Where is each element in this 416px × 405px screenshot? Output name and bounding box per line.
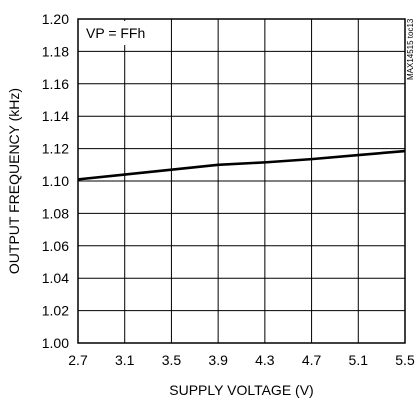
y-tick-label: 1.14 xyxy=(42,108,69,124)
y-axis-label: OUTPUT FREQUENCY (kHz) xyxy=(6,88,22,274)
annotation-text: VP = FFh xyxy=(86,25,145,41)
y-tick-label: 1.02 xyxy=(42,303,69,319)
x-tick-label: 5.5 xyxy=(395,352,415,368)
x-tick-labels: 2.7 3.1 3.5 3.9 4.3 4.7 5.1 5.5 xyxy=(68,352,415,368)
y-tick-label: 1.16 xyxy=(42,76,69,92)
y-tick-label: 1.06 xyxy=(42,238,69,254)
y-tick-label: 1.20 xyxy=(42,11,69,27)
y-tick-label: 1.04 xyxy=(42,270,69,286)
y-tick-label: 1.10 xyxy=(42,173,69,189)
x-tick-label: 4.7 xyxy=(302,352,322,368)
x-tick-label: 3.1 xyxy=(115,352,135,368)
y-tick-label: 1.00 xyxy=(42,335,69,351)
x-tick-label: 3.5 xyxy=(162,352,182,368)
x-tick-label: 4.3 xyxy=(255,352,275,368)
y-tick-label: 1.08 xyxy=(42,205,69,221)
y-tick-label: 1.18 xyxy=(42,43,69,59)
x-axis-label: SUPPLY VOLTAGE (V) xyxy=(169,382,313,398)
x-tick-label: 3.9 xyxy=(208,352,228,368)
figure-id: MAX14515 toc13 xyxy=(406,18,415,80)
y-tick-labels: 1.00 1.02 1.04 1.06 1.08 1.10 1.12 1.14 1.16 1.18… xyxy=(42,11,69,351)
x-tick-label: 2.7 xyxy=(68,352,88,368)
grid xyxy=(77,18,406,344)
plot-frame xyxy=(77,18,406,344)
annotation-box: VP = FFh xyxy=(80,21,154,45)
x-tick-label: 5.1 xyxy=(349,352,369,368)
series-line xyxy=(77,149,406,181)
y-tick-label: 1.12 xyxy=(42,141,69,157)
